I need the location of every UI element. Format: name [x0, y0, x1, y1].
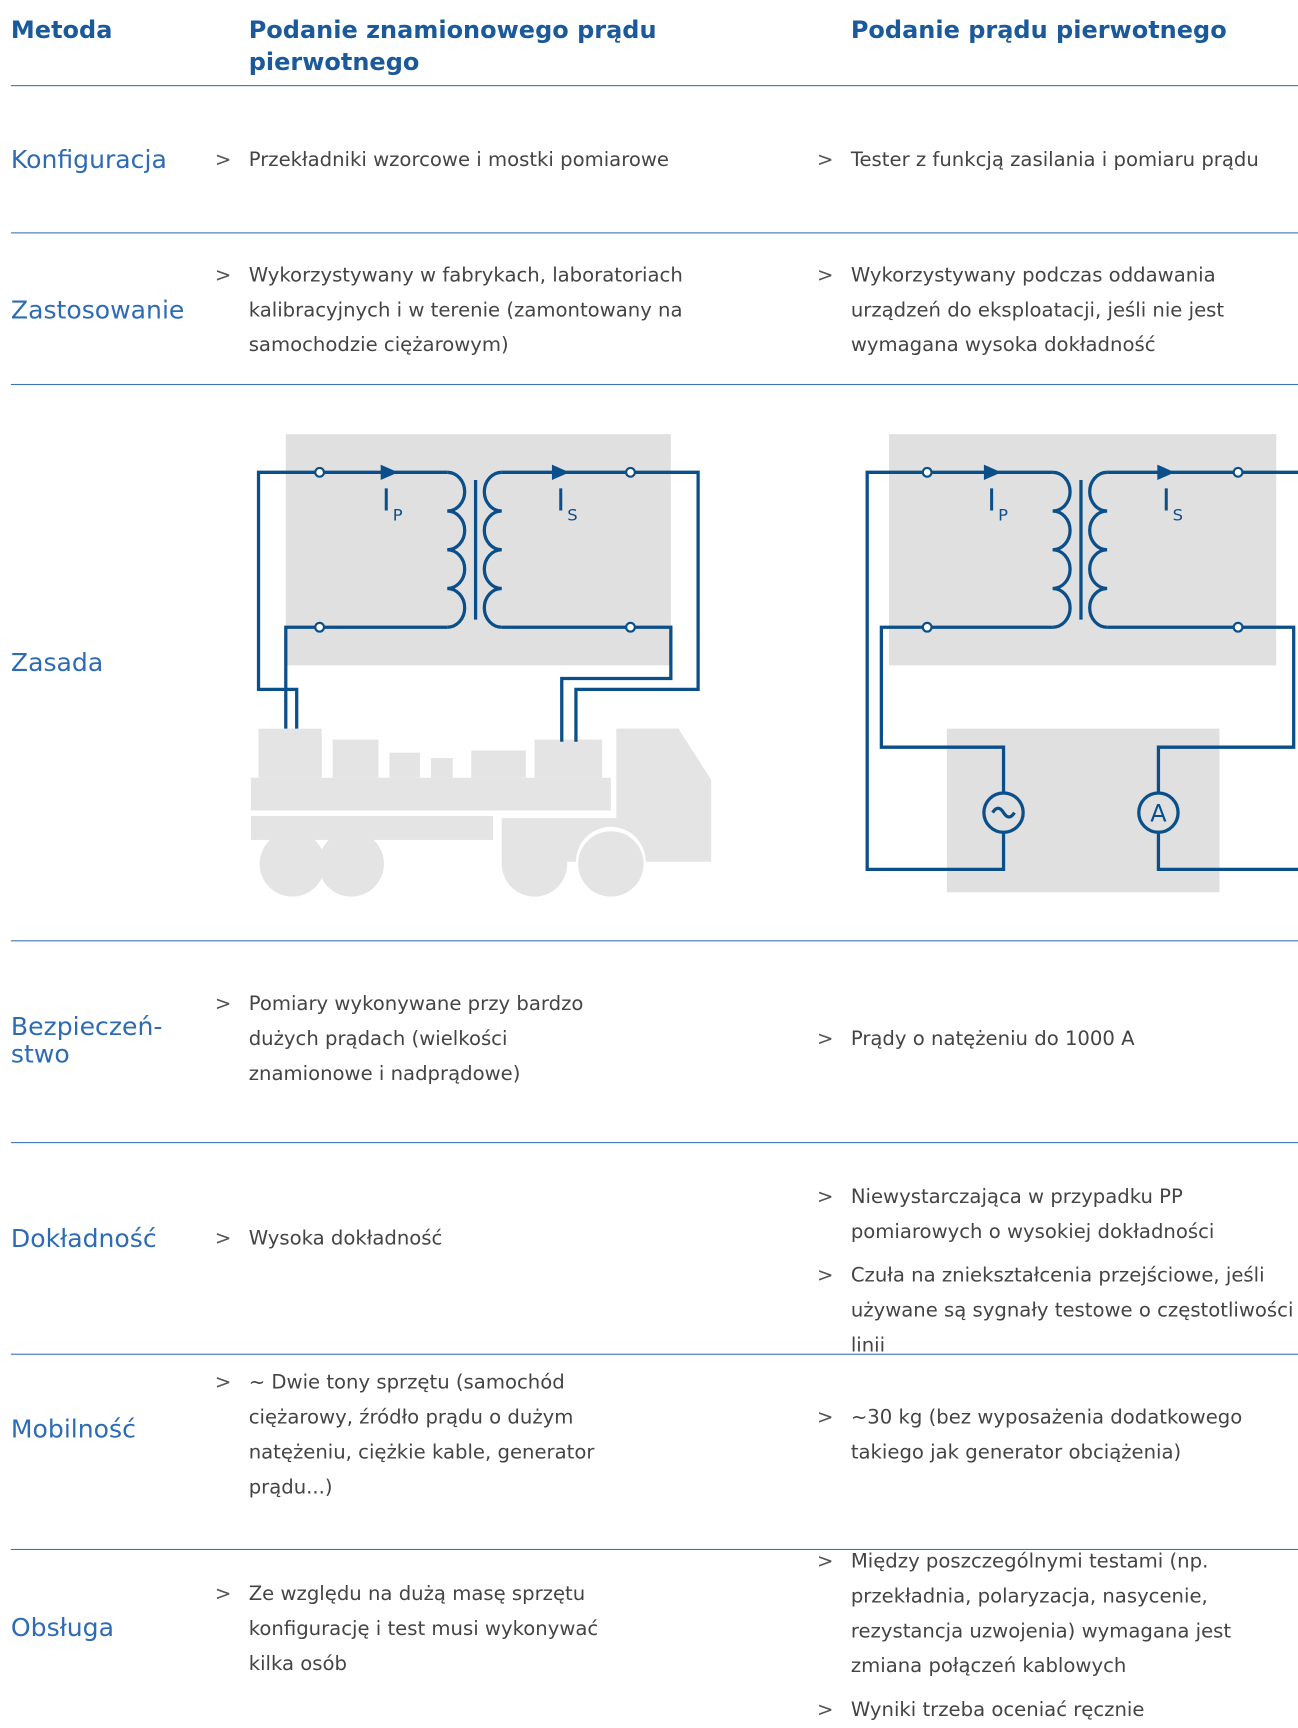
row-label: Zastosowanie	[10, 296, 185, 325]
bullet: >	[214, 263, 232, 287]
secondary-index: S	[567, 505, 577, 524]
bullet-text: Wyniki trzeba oceniać ręcznie	[850, 1698, 1145, 1722]
bullet-text: Wysoka dokładność	[248, 1227, 443, 1251]
secondary-symbol: I	[1162, 483, 1171, 518]
bullet: >	[817, 1698, 834, 1722]
truck	[250, 728, 712, 897]
bullet-text: Pomiary wykonywane przy bardzo dużych pr…	[248, 992, 584, 1086]
ammeter-label: A	[1150, 799, 1167, 827]
bullet-text: Czuła na zniekształcenia przejściowe, je…	[850, 1264, 1294, 1357]
bullet-text: Tester z funkcją zasilania i pomiaru prą…	[850, 148, 1259, 172]
bullet: >	[214, 1227, 232, 1251]
primary-symbol: I	[987, 483, 996, 518]
row-label: Bezpieczeń- stwo	[10, 1013, 163, 1069]
row-label: Obsługa	[10, 1613, 114, 1643]
bullet: >	[817, 1550, 834, 1573]
bullet-text: Przekładniki wzorcowe i mostki pomiarowe	[248, 148, 669, 172]
bullet: >	[214, 1371, 232, 1395]
bullet-text: Prądy o natężeniu do 1000 A	[850, 1027, 1135, 1051]
bullet: >	[817, 1027, 834, 1051]
row-divider	[10, 1548, 1298, 1551]
row-label: Konfiguracja	[10, 145, 167, 174]
row-divider	[10, 383, 1298, 386]
arrows	[380, 464, 1175, 480]
header-col2: Podanie prądu pierwotnego	[850, 17, 1227, 45]
bullet-text: ~30 kg (bez wyposażenia dodatkowego taki…	[850, 1406, 1243, 1464]
row-divider	[10, 232, 1298, 234]
row-label: Zasada	[10, 648, 104, 677]
primary-symbol: I	[382, 483, 391, 518]
terminals	[314, 466, 1244, 633]
header-method: Metoda	[10, 17, 113, 45]
bullet: >	[817, 1185, 834, 1209]
secondary-index: S	[1173, 505, 1183, 524]
bullet: >	[214, 148, 232, 172]
bullet-text: ~ Dwie tony sprzętu (samochód ciężarowy,…	[248, 1371, 595, 1499]
bullet-text: Wykorzystywany w fabrykach, laboratoriac…	[248, 263, 683, 357]
bullet-text: Wykorzystywany podczas oddawania urządze…	[850, 263, 1225, 357]
bullet: >	[214, 1582, 232, 1606]
row-divider	[10, 940, 1298, 942]
row-label: Dokładność	[10, 1224, 157, 1253]
row-label: Mobilność	[10, 1415, 136, 1444]
bullet: >	[817, 148, 834, 172]
bullet-text: Ze względu na dużą masę sprzętu konfigur…	[248, 1582, 599, 1676]
row-divider	[10, 1142, 1298, 1144]
secondary-symbol: I	[556, 483, 565, 518]
primary-index: P	[393, 505, 403, 524]
bullet: >	[214, 992, 232, 1016]
bullet-text: Niewystarczająca w przypadku PP pomiarow…	[850, 1185, 1215, 1244]
row-divider	[10, 1353, 1298, 1355]
header-col1: Podanie znamionowego prądu pierwotnego	[248, 17, 657, 77]
bullet: >	[817, 263, 834, 287]
bullet-text: Między poszczególnymi testami (np. przek…	[850, 1550, 1232, 1678]
bullet: >	[817, 1264, 834, 1288]
row-divider	[10, 85, 1298, 87]
bullet: >	[817, 1406, 834, 1429]
primary-index: P	[998, 505, 1008, 524]
